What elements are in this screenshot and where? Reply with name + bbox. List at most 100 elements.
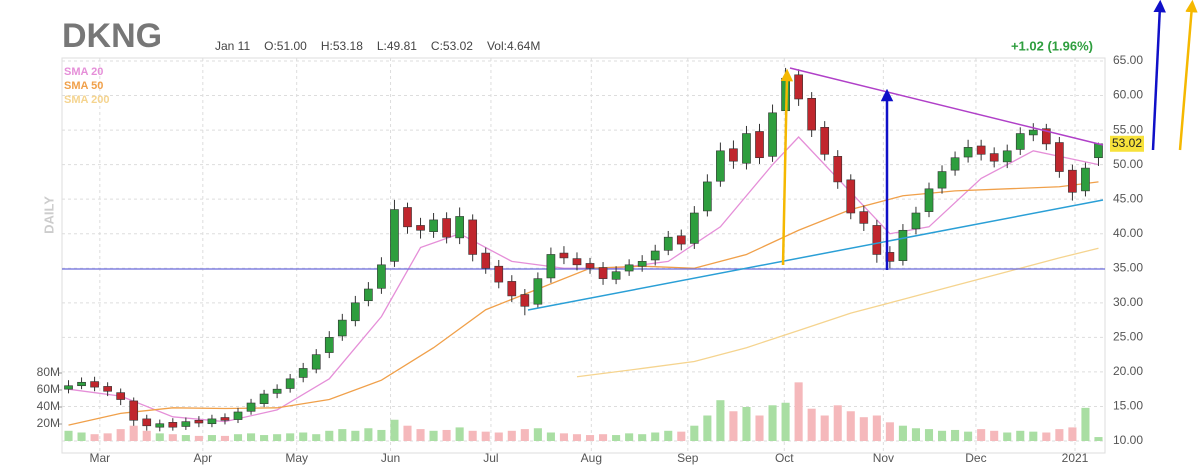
volume-bar [1016, 430, 1025, 441]
candle-body [937, 171, 947, 189]
volume-bar [416, 429, 425, 441]
last-price-label: 53.02 [1112, 136, 1142, 150]
candle-body [794, 74, 803, 100]
candle-body [572, 258, 582, 266]
volume-bar [312, 434, 321, 441]
volume-bar [468, 430, 477, 441]
y-tick-label: 55.00 [1113, 122, 1143, 136]
candle-body [116, 392, 126, 400]
candle-body [1041, 128, 1051, 145]
grid [62, 58, 1105, 453]
candle-body [859, 211, 869, 224]
candle-body [611, 271, 621, 280]
volume-bar [990, 430, 999, 441]
candle-body [1081, 167, 1090, 192]
volume-bar [546, 432, 555, 441]
period-label: DAILY [41, 196, 56, 234]
candle-body [989, 153, 999, 162]
chart-title: DKNG [62, 17, 162, 55]
candle-body [807, 98, 816, 131]
candle-body [194, 419, 204, 424]
volume-bar [351, 430, 360, 441]
volume-bar [142, 430, 151, 441]
candle-body [324, 337, 334, 353]
info-item: H:53.18 [321, 39, 363, 53]
plot-frame [61, 57, 1106, 454]
x-tick-label: Dec [965, 451, 986, 465]
candles [64, 67, 1103, 432]
candle-body [468, 219, 478, 255]
axes: 10.00 15.00 20.00 25.00 30.00 35.00 40.00 45.00… [37, 53, 1144, 465]
volume-bar [1081, 407, 1090, 441]
info-item: L:49.81 [377, 39, 417, 53]
candle-body [377, 264, 386, 289]
volume-bar [690, 425, 699, 441]
candle-body [259, 393, 269, 404]
x-tick-label: Jul [483, 451, 498, 465]
candle-body [455, 216, 464, 239]
arrow [1151, 0, 1166, 151]
volume-bar [273, 434, 282, 441]
candle-body [351, 302, 360, 322]
candle-body [272, 388, 282, 394]
y-tick-label: 10.00 [1113, 433, 1143, 447]
candle-body [898, 229, 908, 261]
volume-bar [220, 435, 230, 441]
y-tick-label: 65.00 [1113, 53, 1143, 67]
ohlc-info: Jan 11 O:51.00 H:53.18 L:49.81 C:53.02 Vol:4.… [215, 39, 540, 53]
candle-body [963, 147, 973, 158]
volume-bar [833, 405, 842, 441]
volume-bar [129, 425, 138, 441]
volume-bar [299, 432, 308, 441]
candle-body [1094, 143, 1103, 159]
sma-line [576, 247, 1099, 378]
y-tick-label: 25.00 [1113, 330, 1143, 344]
candle-body [129, 400, 139, 421]
info-item: Vol:4.64M [487, 39, 540, 53]
x-tick-label: Apr [193, 451, 212, 465]
candle-body [403, 207, 412, 228]
volume-bar [455, 427, 464, 441]
volume-bar [77, 432, 86, 441]
volume-bar [937, 430, 947, 441]
candle-body [742, 133, 751, 164]
volume-bar [1003, 432, 1012, 441]
candle-body [716, 150, 725, 182]
candle-body [729, 148, 738, 162]
volume-bar [559, 433, 568, 441]
change: +1.02 (1.96%) [1011, 38, 1093, 53]
candle-body [220, 417, 230, 421]
volume-bar [207, 435, 216, 441]
x-tick-label: Jun [381, 451, 400, 465]
volume-bar [742, 407, 751, 441]
volume-bar [898, 425, 907, 441]
candle-body [663, 236, 673, 251]
volume-bar [846, 411, 855, 441]
candle-body [1068, 169, 1077, 193]
candle-body [494, 265, 504, 283]
candle-body [311, 354, 321, 370]
arrow [780, 68, 794, 266]
volume-bar [625, 433, 634, 441]
x-tick-label: Mar [89, 451, 110, 465]
volume-tick-label: 80M [37, 365, 60, 379]
candle-body [872, 225, 882, 255]
volume-bar [794, 382, 803, 441]
y-tick-label: 50.00 [1113, 157, 1143, 171]
candle-body [976, 145, 986, 155]
y-tick-label: 40.00 [1113, 226, 1143, 240]
candle-body [77, 381, 86, 387]
volume-bar [116, 429, 125, 441]
candle-body [689, 212, 699, 244]
volume-bar [233, 434, 243, 441]
trendline-lower [527, 199, 1104, 311]
volume-bar [338, 429, 347, 441]
volume-bar [638, 434, 647, 441]
volume-bar [325, 430, 334, 441]
candle-body [703, 181, 712, 212]
volume-bar [390, 419, 399, 441]
volume [64, 382, 1103, 441]
x-tick-label: Oct [775, 451, 794, 465]
volume-bar [403, 425, 412, 441]
